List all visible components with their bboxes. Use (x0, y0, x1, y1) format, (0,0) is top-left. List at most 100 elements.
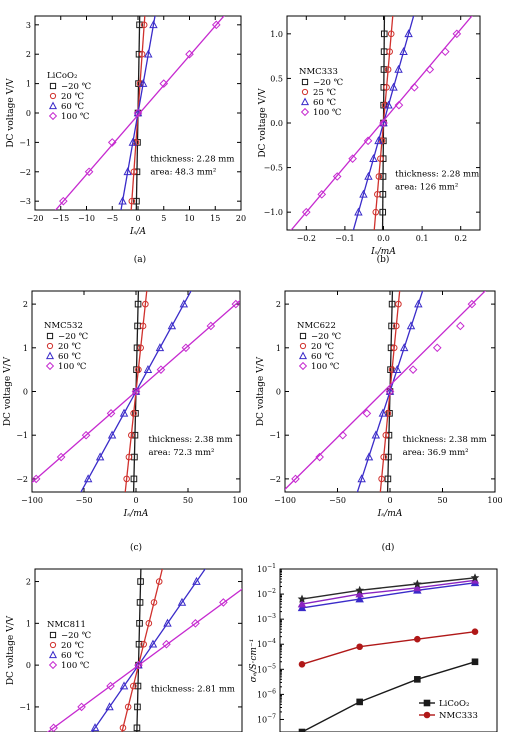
data-point (155, 578, 163, 585)
data-point (387, 30, 395, 38)
legend-marker (300, 107, 310, 117)
data-point (374, 136, 383, 145)
data-point (123, 167, 132, 176)
x-tick-label: 50 (437, 496, 447, 505)
data-point (440, 47, 450, 56)
data-point (362, 409, 372, 418)
legend-label: 20 ℃ (61, 92, 84, 102)
data-point (374, 191, 381, 198)
x-tick-label: −15 (52, 214, 69, 223)
data-point (144, 49, 153, 58)
panel-caption: (a) (134, 254, 146, 265)
data-point (390, 344, 398, 352)
data-point (105, 702, 114, 711)
data-point (138, 50, 146, 58)
x-tick-label: 100 (232, 496, 247, 505)
y-tick-label: 10−1 (257, 563, 276, 574)
x-tick-label: −100 (21, 496, 43, 505)
legend-title: NMC622 (297, 321, 336, 331)
x-tick-label: 0.0 (377, 234, 390, 243)
data-point (432, 343, 442, 353)
legend-marker (48, 101, 58, 110)
fit-line-3 (91, 569, 206, 732)
legend-title: LiCoO₂ (47, 71, 77, 81)
data-point (414, 676, 421, 683)
y-tick-label: 0 (26, 661, 31, 670)
data-point (192, 576, 201, 585)
y-tick-label: 1 (26, 80, 31, 89)
data-point (404, 29, 413, 38)
y-tick-label: 2 (23, 300, 28, 309)
panel-caption: (b) (377, 254, 390, 265)
data-point (297, 594, 307, 603)
data-point (185, 49, 194, 59)
fit-line-4 (285, 291, 487, 491)
data-point (136, 21, 143, 29)
x-tick-label: 50 (183, 496, 193, 505)
data-point (378, 475, 385, 483)
data-point (395, 300, 402, 308)
legend-label: 60 ℃ (58, 352, 81, 362)
data-point (412, 579, 422, 588)
data-point (81, 430, 91, 440)
data-point (124, 703, 132, 711)
data-point (137, 344, 144, 352)
data-point (348, 154, 357, 163)
y-tick-label: 0 (26, 109, 31, 118)
x-axis-label: Iₛ/mA (377, 509, 403, 519)
legend-label: 20 ℃ (61, 641, 84, 651)
data-point (156, 365, 166, 374)
y-tick-label: −2 (19, 168, 31, 177)
data-point (134, 682, 142, 690)
legend-label: NMC333 (439, 711, 478, 721)
y-tick-label: −1 (16, 431, 28, 440)
data-point (150, 599, 158, 606)
chart-panel-f: 10−7 10−6 10−5 10−4 10−3 10−2 10−1 σₑ/S·cm⁻¹ LiC… (249, 563, 498, 732)
legend-label: 60 ℃ (311, 352, 334, 362)
panel-caption: (d) (382, 542, 395, 553)
y-tick-label: 10−7 (257, 713, 276, 724)
data-point (140, 21, 148, 29)
data-point (155, 343, 165, 352)
legend-marker (49, 641, 57, 649)
data-point (167, 321, 177, 330)
y-tick-label: 1 (276, 344, 281, 353)
data-point (123, 475, 130, 483)
data-point (131, 386, 141, 395)
legend-marker (49, 92, 57, 100)
data-point (84, 167, 94, 177)
legend-label: 20 ℃ (58, 342, 81, 352)
legend-label: 20 ℃ (311, 342, 334, 352)
legend-marker (298, 351, 308, 360)
data-point (408, 365, 418, 374)
legend-marker (423, 711, 431, 719)
data-point (338, 430, 348, 440)
y-tick-label: −1 (19, 703, 31, 712)
data-point (354, 207, 363, 216)
y-tick-label: 1 (23, 344, 28, 353)
data-point (249, 578, 256, 585)
legend-marker (46, 342, 54, 350)
data-point (134, 703, 141, 711)
data-point (385, 386, 395, 395)
data-point (191, 619, 200, 628)
data-point (128, 137, 138, 146)
legend-label: 100 ℃ (61, 661, 89, 671)
data-point (355, 589, 364, 598)
legend-marker (299, 342, 307, 350)
data-point (425, 65, 435, 74)
fit-line-4 (54, 16, 225, 210)
annotation: thickness: 2.28 mm (150, 155, 234, 165)
data-point (130, 475, 138, 483)
legend-marker (423, 699, 431, 707)
chart-panel-d: −2 −1 0 1 2 −100 −50 0 50 100 Iₛ/mA DC voltage V/V (… (256, 290, 503, 553)
legend-label: −20 ℃ (313, 78, 343, 88)
data-point (471, 658, 479, 666)
plot-frame (279, 568, 498, 732)
data-point (181, 343, 191, 353)
annotation: area: 48.3 mm² (150, 168, 216, 178)
y-tick-label: 2 (26, 50, 31, 59)
x-tick-label: 0 (387, 496, 392, 505)
legend-title: NMC333 (299, 67, 338, 77)
data-point (133, 724, 141, 732)
